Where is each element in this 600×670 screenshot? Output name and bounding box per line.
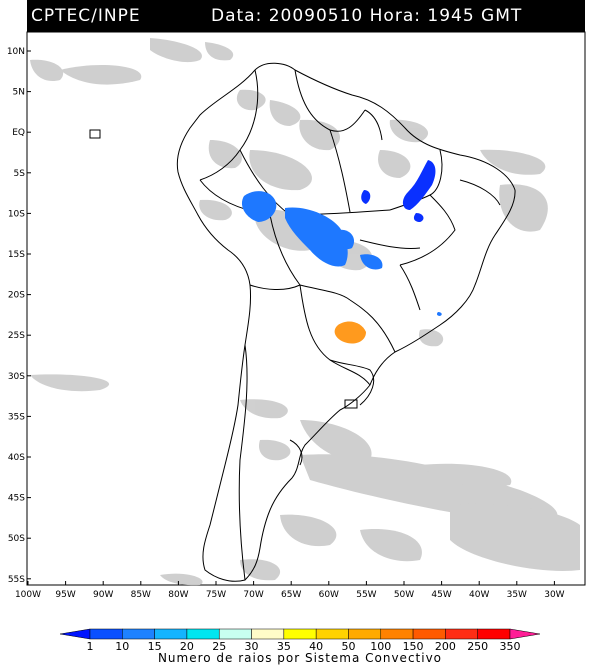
- agency-label: CPTEC/INPE: [31, 6, 141, 26]
- lon-label-65W: 65W: [281, 590, 301, 600]
- lon-label-55W: 55W: [356, 590, 376, 600]
- colorbar-tick-25: 25: [212, 640, 226, 651]
- paraguay-system: [334, 321, 366, 344]
- border-brazil-states-coast: [459, 179, 501, 206]
- lat-label-30S: 30S: [8, 372, 25, 382]
- colorbar-tick-15: 15: [148, 640, 162, 651]
- lon-label-85W: 85W: [131, 590, 151, 600]
- lat-label-5N: 5N: [13, 88, 25, 98]
- colorbar-tick-350: 350: [500, 640, 521, 651]
- colorbar-tick-30: 30: [245, 640, 259, 651]
- lon-label-45W: 45W: [431, 590, 451, 600]
- colorbar-tick-100: 100: [370, 640, 391, 651]
- lon-label-35W: 35W: [507, 590, 527, 600]
- border-brazil-states-se: [399, 264, 421, 311]
- lat-label-15S: 15S: [8, 250, 25, 260]
- border-brazil-paraguay: [349, 299, 396, 353]
- brazil-northeast-system-c: [413, 213, 424, 222]
- colorbar-bin: [283, 628, 317, 640]
- lat-label-EQ: EQ: [12, 128, 25, 138]
- border-guyana: [364, 109, 383, 141]
- colorbar-caption: Numero de raios por Sistema Convectivo: [157, 651, 443, 665]
- colorbar-bin: [477, 628, 511, 640]
- amazon-west-system-a: [241, 191, 277, 222]
- border-uruguay: [329, 359, 375, 406]
- colorbar-bin-high: [509, 628, 541, 640]
- colorbar-tick-1: 1: [87, 640, 94, 651]
- map: 10N5NEQ5S10S15S20S25S30S35S40S45S50S55S …: [7, 31, 586, 600]
- border-colombia: [199, 69, 259, 181]
- title-bar: CPTEC/INPE Data: 20090510 Hora: 1945 GMT: [27, 0, 585, 32]
- brazil-northeast-system-a: [402, 160, 436, 210]
- border-paraguay: [299, 284, 371, 386]
- small-system: [436, 312, 442, 316]
- colorbar-bin: [89, 628, 123, 640]
- lat-label-10S: 10S: [8, 209, 25, 219]
- latitude-labels: 10N 5N EQ 5S 10S 15S 20S 25S 30S 35S 40S 45S 50S 55S: [7, 47, 31, 585]
- lat-label-20S: 20S: [8, 291, 25, 301]
- border-brazil-states-central: [359, 239, 421, 249]
- colorbar-bin: [380, 628, 414, 640]
- lat-label-25S: 25S: [8, 331, 25, 341]
- lon-label-95W: 95W: [55, 590, 75, 600]
- colorbar-tick-150: 150: [403, 640, 424, 651]
- colorbar-tick-200: 200: [435, 640, 456, 651]
- colorbar-bin: [122, 628, 155, 640]
- continent-outline: [89, 62, 516, 582]
- colorbar-bin: [154, 628, 188, 640]
- coastline: [176, 62, 516, 582]
- colorbar-bin: [186, 628, 220, 640]
- brazil-northeast-system-b: [361, 190, 371, 204]
- lat-label-5S: 5S: [14, 169, 26, 179]
- colorbar-tick-10: 10: [115, 640, 129, 651]
- colorbar-bin: [348, 628, 382, 640]
- colorbar-bin-low: [59, 628, 91, 640]
- lat-label-40S: 40S: [8, 453, 25, 463]
- lon-label-40W: 40W: [469, 590, 489, 600]
- lat-label-35S: 35S: [8, 412, 25, 422]
- border-brazil-states-north: [329, 129, 351, 213]
- colorbar-bin: [412, 628, 446, 640]
- lon-label-70W: 70W: [243, 590, 263, 600]
- lon-label-90W: 90W: [93, 590, 113, 600]
- border-brazil-states-east: [429, 149, 443, 196]
- longitude-labels: 100W 95W 90W 85W 80W 75W 70W 65W 60W 55W 50W 45W 40W…: [15, 581, 565, 600]
- colorbar-bin: [315, 628, 349, 640]
- colorbar-tick-250: 250: [467, 640, 488, 651]
- lon-label-100W: 100W: [15, 590, 41, 600]
- lat-label-45S: 45S: [8, 494, 25, 504]
- cloud-cover: [30, 38, 580, 586]
- amazon-west-system-b: [285, 207, 348, 267]
- border-venezuela: [294, 69, 366, 132]
- lon-label-30W: 30W: [544, 590, 564, 600]
- lon-label-60W: 60W: [319, 590, 339, 600]
- lon-label-75W: 75W: [206, 590, 226, 600]
- colorbar-tick-20: 20: [180, 640, 194, 651]
- lat-label-55S: 55S: [8, 575, 25, 585]
- colorbar-bin: [251, 628, 285, 640]
- amazon-west-system-c: [337, 229, 355, 250]
- datetime-label: Data: 20090510 Hora: 1945 GMT: [211, 6, 523, 26]
- island-2: [344, 399, 358, 409]
- colorbar-tick-35: 35: [277, 640, 291, 651]
- convective-systems: [241, 160, 442, 344]
- lat-label-50S: 50S: [8, 534, 25, 544]
- lat-label-10N: 10N: [7, 47, 25, 57]
- colorbar-tick-50: 50: [341, 640, 355, 651]
- colorbar-bin: [445, 628, 478, 640]
- galapagos: [89, 129, 101, 139]
- colorbar-tick-40: 40: [309, 640, 323, 651]
- colorbar-bin: [218, 628, 252, 640]
- colorbar: 1 10 15 20 25 30 35 40 50 100 150 200 250 350: [59, 628, 541, 651]
- lon-label-50W: 50W: [394, 590, 414, 600]
- amazon-west-system-d: [360, 254, 383, 270]
- border-argentina-south: [289, 439, 303, 466]
- border-argentina-chile: [238, 344, 248, 581]
- lon-label-80W: 80W: [168, 590, 188, 600]
- border-chile-bolivia: [249, 284, 301, 290]
